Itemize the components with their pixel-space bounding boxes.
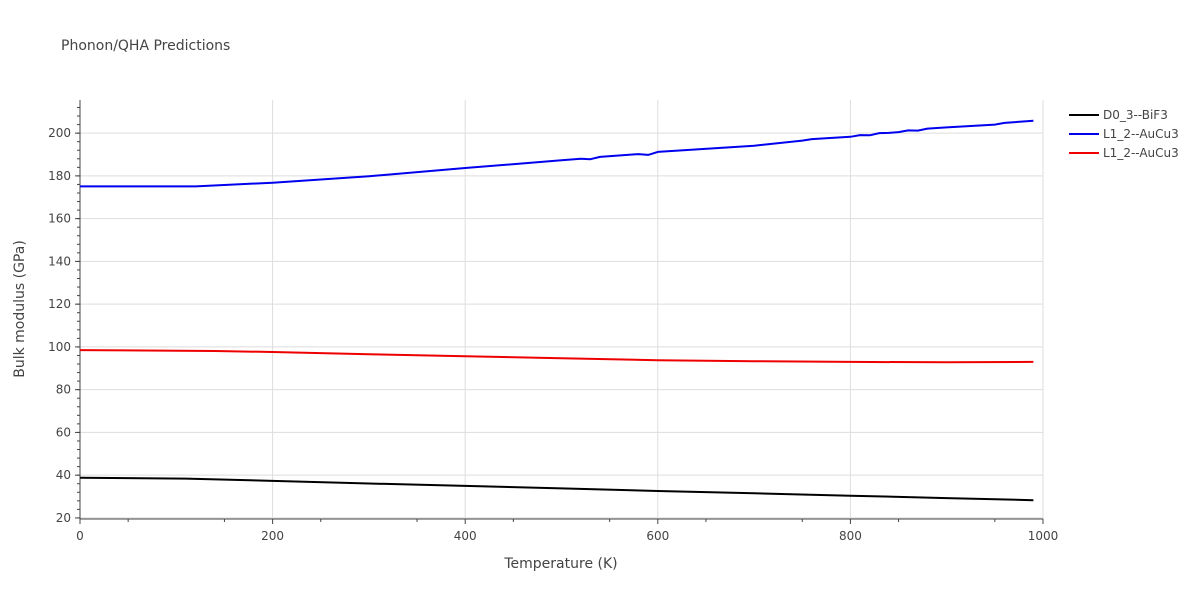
y-tick-label: 40 — [56, 468, 71, 482]
y-tick-label: 80 — [56, 383, 71, 397]
y-tick-label: 20 — [56, 511, 71, 525]
x-tick-label: 600 — [646, 529, 669, 543]
series-line-0 — [79, 476, 1034, 502]
legend-label: L1_2--AuCu3 — [1103, 127, 1179, 141]
y-tick-label: 140 — [48, 254, 71, 268]
y-axis-title: Bulk modulus (GPa) — [12, 240, 28, 378]
x-tick-label: 200 — [261, 529, 284, 543]
x-tick-label: 400 — [454, 529, 477, 543]
legend-label: L1_2--AuCu3 — [1103, 146, 1179, 160]
y-tick-label: 200 — [48, 126, 71, 140]
y-tick-label: 160 — [48, 212, 71, 226]
y-tick-label: 120 — [48, 297, 71, 311]
axes: 0 200 400 600 800 1000 20 40 60 80 100 120 140 160 180… — [48, 100, 1058, 543]
legend: D0_3--BiF3 L1_2--AuCu3 L1_2--AuCu3 — [1069, 108, 1179, 160]
legend-label: D0_3--BiF3 — [1103, 108, 1168, 122]
y-tick-label: 180 — [48, 169, 71, 183]
legend-item-0[interactable]: D0_3--BiF3 — [1069, 108, 1168, 122]
x-tick-label: 0 — [76, 529, 84, 543]
legend-item-2[interactable]: L1_2--AuCu3 — [1069, 146, 1179, 160]
y-tick-label: 100 — [48, 340, 71, 354]
x-tick-label: 800 — [839, 529, 862, 543]
series-line-2 — [79, 349, 1034, 364]
chart-title: Phonon/QHA Predictions — [61, 38, 230, 54]
series-line-1 — [80, 119, 1034, 188]
y-tick-label: 60 — [56, 425, 71, 439]
series-layer — [79, 119, 1034, 502]
legend-item-1[interactable]: L1_2--AuCu3 — [1069, 127, 1179, 141]
grid — [80, 100, 1044, 519]
x-tick-label: 1000 — [1028, 529, 1059, 543]
x-axis-title: Temperature (K) — [503, 556, 617, 572]
